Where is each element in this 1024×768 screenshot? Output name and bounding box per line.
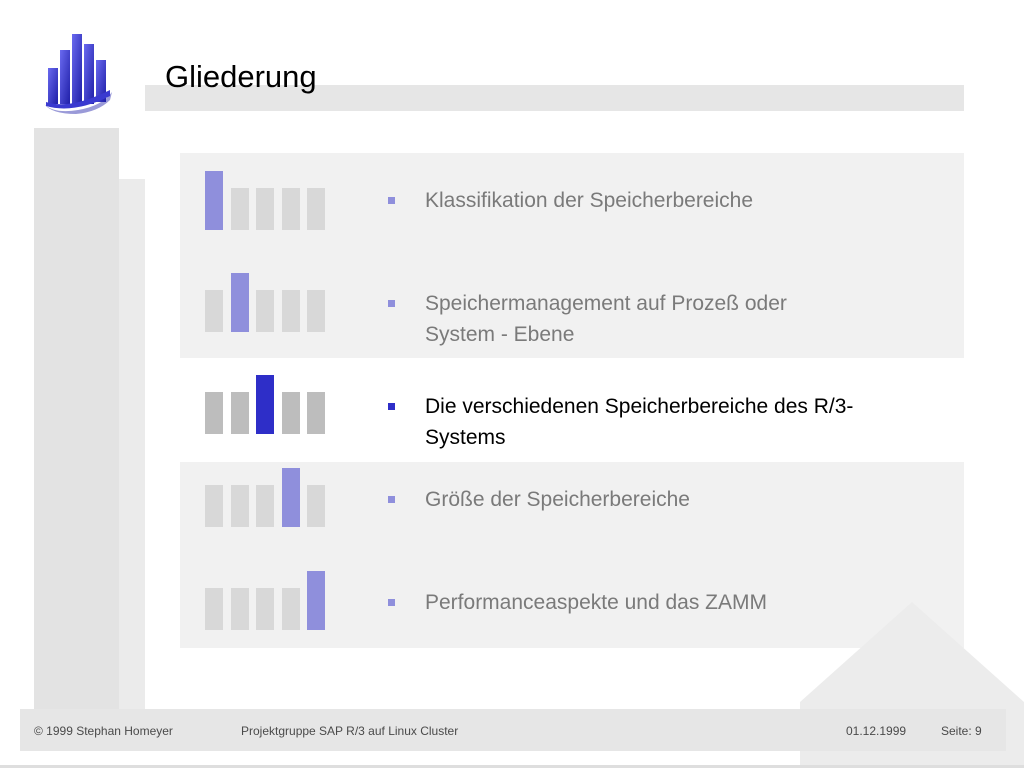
progress-bar xyxy=(230,188,249,230)
progress-bar xyxy=(205,588,223,630)
progress-bar xyxy=(230,392,249,434)
progress-bar xyxy=(307,188,325,230)
progress-bar-current xyxy=(230,273,249,332)
footer-project: Projektgruppe SAP R/3 auf Linux Cluster xyxy=(241,724,459,738)
footer-copyright: © 1999 Stephan Homeyer xyxy=(34,724,173,738)
section-progress-indicator xyxy=(205,273,335,332)
agenda-item-text: Performanceaspekte und das ZAMM xyxy=(425,587,965,618)
footer-band xyxy=(20,709,1006,751)
footer-date: 01.12.1999 xyxy=(846,724,907,738)
progress-bar xyxy=(281,290,300,332)
agenda-item-text: Speichermanagement auf Prozeß oder System… xyxy=(425,288,965,350)
progress-bar xyxy=(205,290,223,332)
side-column-decoration-secondary xyxy=(119,179,145,710)
section-progress-indicator xyxy=(205,171,335,230)
university-logo-icon xyxy=(44,34,112,114)
section-progress-indicator xyxy=(205,571,335,630)
progress-bar xyxy=(307,392,325,434)
square-bullet-icon xyxy=(388,403,395,410)
section-progress-indicator xyxy=(205,468,335,527)
progress-bar xyxy=(307,290,325,332)
agenda-item-text: Die verschiedenen Speicherbereiche des R… xyxy=(425,391,965,453)
progress-bar-current xyxy=(281,468,300,527)
progress-bar xyxy=(281,188,300,230)
progress-bar xyxy=(256,290,274,332)
agenda-item-line: System - Ebene xyxy=(425,323,575,346)
progress-bar-current xyxy=(256,375,274,434)
square-bullet-icon xyxy=(388,599,395,606)
progress-bar xyxy=(230,485,249,527)
square-bullet-icon xyxy=(388,496,395,503)
progress-bar xyxy=(205,392,223,434)
progress-bar xyxy=(281,392,300,434)
square-bullet-icon xyxy=(388,197,395,204)
agenda-item-text: Größe der Speicherbereiche xyxy=(425,484,965,515)
title-band xyxy=(145,85,964,111)
agenda-item-text: Klassifikation der Speicherbereiche xyxy=(425,185,965,216)
progress-bar xyxy=(307,485,325,527)
progress-bar xyxy=(281,588,300,630)
progress-bar-current xyxy=(307,571,325,630)
agenda-item-line: Systems xyxy=(425,426,506,449)
progress-bar xyxy=(256,485,274,527)
progress-bar xyxy=(256,588,274,630)
bottom-rule xyxy=(0,765,1024,768)
agenda-item-line: Speichermanagement auf Prozeß oder xyxy=(425,292,787,315)
section-progress-indicator xyxy=(205,375,335,434)
agenda-item-line: Klassifikation der Speicherbereiche xyxy=(425,189,754,212)
page-title: Gliederung xyxy=(165,59,317,94)
progress-bar-current xyxy=(205,171,223,230)
progress-bar xyxy=(205,485,223,527)
square-bullet-icon xyxy=(388,300,395,307)
progress-bar xyxy=(256,188,274,230)
progress-bar xyxy=(230,588,249,630)
agenda-item-line: Größe der Speicherbereiche xyxy=(425,488,690,511)
agenda-item-line: Performanceaspekte und das ZAMM xyxy=(425,591,767,614)
side-column-decoration xyxy=(34,128,119,710)
footer-page-number: Seite: 9 xyxy=(941,724,982,738)
agenda-item-line: Die verschiedenen Speicherbereiche des R… xyxy=(425,395,854,418)
